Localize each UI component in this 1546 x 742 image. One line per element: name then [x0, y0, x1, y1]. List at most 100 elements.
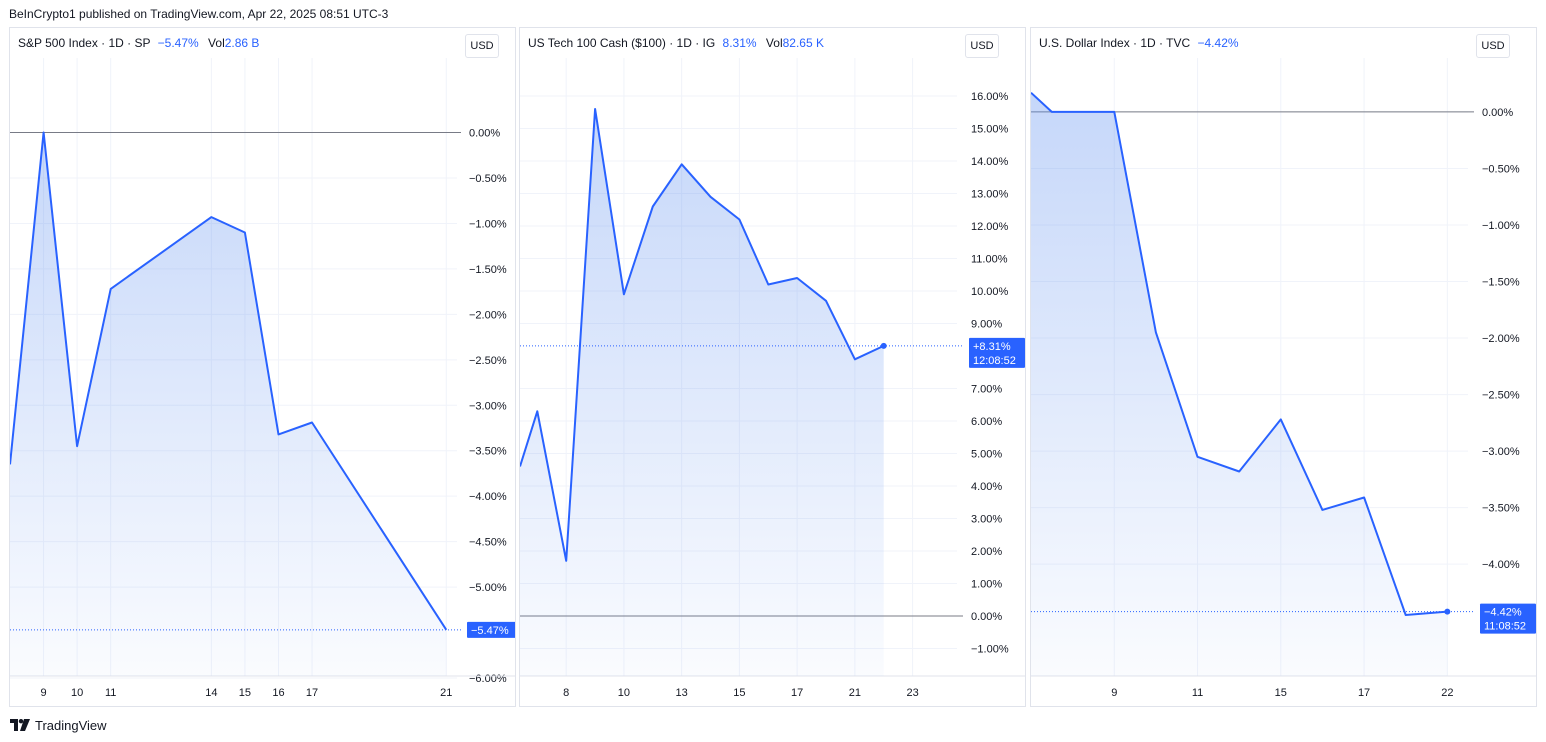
y-tick-label: −3.50%	[1482, 503, 1520, 515]
x-tick-label: 21	[440, 687, 452, 699]
legend-vol-value: 2.86 B	[224, 36, 260, 50]
series-line	[520, 108, 885, 562]
y-tick-label: 1.00%	[971, 579, 1002, 591]
y-tick-label: −3.00%	[469, 400, 507, 412]
x-tick-label: 9	[40, 687, 46, 699]
series-area	[1031, 92, 1448, 676]
series-area	[10, 132, 447, 676]
y-tick-label: −4.00%	[469, 491, 507, 503]
x-tick-label: 22	[1441, 687, 1453, 699]
y-tick-label: 7.00%	[971, 384, 1002, 396]
y-tick-label: −4.00%	[1482, 559, 1520, 571]
last-value-badge	[467, 621, 515, 638]
currency-button[interactable]: USD	[965, 34, 999, 58]
last-value-label: −5.47%	[471, 625, 509, 637]
legend-change: 8.31%	[722, 36, 757, 50]
series-line	[1031, 91, 1448, 616]
y-tick-label: −3.50%	[469, 446, 507, 458]
legend-title: U.S. Dollar Index · 1D · TVC	[1039, 36, 1191, 50]
x-tick-label: 21	[849, 687, 861, 699]
chart-panel-sp500[interactable]: 0.00% −0.50% −1.00% −1.50% −2.00% −2.50% −3.00…	[9, 27, 516, 707]
y-tick-label: −1.50%	[1482, 277, 1520, 289]
x-tick-label: 15	[733, 687, 745, 699]
chart-panel-ustech100[interactable]: 16.00% 15.00% 14.00% 13.00% 12.00% 11.00% 10.0…	[519, 27, 1026, 707]
y-tick-label: 0.00%	[469, 128, 500, 140]
last-value-label: −4.42%	[1484, 607, 1522, 619]
currency-button[interactable]: USD	[1476, 34, 1510, 58]
x-tick-label: 13	[676, 687, 688, 699]
y-tick-label: 14.00%	[971, 156, 1009, 168]
y-tick-label: −2.00%	[469, 309, 507, 321]
x-tick-label: 11	[1192, 687, 1203, 699]
chart-legend: US Tech 100 Cash ($100) · 1D · IG 8.31% …	[528, 36, 824, 50]
y-tick-label: 0.00%	[1482, 107, 1513, 119]
y-tick-label: 11.00%	[971, 254, 1008, 266]
last-value-badge	[1480, 603, 1536, 634]
x-tick-label: 17	[1358, 687, 1370, 699]
legend-title: S&P 500 Index · 1D · SP	[18, 36, 151, 50]
x-tick-label: 16	[272, 687, 284, 699]
y-tick-label: 6.00%	[971, 416, 1002, 428]
legend-change: −4.42%	[1197, 36, 1239, 50]
last-time-label: 11:08:52	[1484, 621, 1526, 633]
y-tick-label: −4.50%	[469, 537, 507, 549]
y-tick-label: −1.00%	[1482, 220, 1520, 232]
last-point-marker	[1444, 608, 1451, 615]
y-tick-label: −1.00%	[971, 644, 1009, 656]
x-tick-label: 15	[1275, 687, 1287, 699]
y-tick-label: 15.00%	[971, 124, 1009, 136]
series-line	[10, 131, 448, 631]
x-tick-label: 10	[71, 687, 83, 699]
series-area	[520, 109, 884, 676]
chart-canvas: 0.00% −0.50% −1.00% −1.50% −2.00% −2.50% −3.00…	[10, 58, 515, 699]
legend-vol-label: Vol	[765, 36, 783, 50]
y-tick-label: 5.00%	[971, 449, 1002, 461]
y-tick-label: −0.50%	[1482, 163, 1520, 175]
x-tick-label: 9	[1111, 687, 1117, 699]
y-tick-label: 10.00%	[971, 286, 1009, 298]
last-value-label: +8.31%	[973, 341, 1011, 353]
chart-panel-dxy[interactable]: 0.00% −0.50% −1.00% −1.50% −2.00% −2.50% −3.00…	[1030, 27, 1537, 707]
y-tick-label: 13.00%	[971, 189, 1009, 201]
y-tick-label: 16.00%	[971, 91, 1009, 103]
y-tick-label: −2.50%	[1482, 390, 1520, 402]
y-tick-label: −6.00%	[469, 673, 507, 685]
currency-button[interactable]: USD	[465, 34, 499, 58]
legend-vol-label: Vol	[208, 36, 225, 50]
x-tick-label: 8	[563, 687, 569, 699]
x-tick-label: 23	[906, 687, 918, 699]
last-value-badge	[969, 337, 1025, 368]
y-tick-label: −0.50%	[469, 173, 507, 185]
y-tick-label: −5.00%	[469, 582, 507, 594]
y-tick-label: 2.00%	[971, 546, 1002, 558]
tradingview-brand: TradingView	[35, 717, 107, 733]
y-tick-label: −1.50%	[469, 264, 507, 276]
x-tick-label: 15	[239, 687, 251, 699]
last-time-label: 12:08:52	[973, 355, 1016, 367]
tradingview-footer[interactable]: TradingView	[10, 716, 107, 734]
publication-header: BeInCrypto1 published on TradingView.com…	[9, 7, 389, 21]
chart-canvas: 16.00% 15.00% 14.00% 13.00% 12.00% 11.00% 10.0…	[520, 58, 1025, 699]
tradingview-logo-icon	[10, 719, 30, 731]
legend-change: −5.47%	[157, 36, 199, 50]
x-tick-label: 11	[105, 687, 116, 699]
x-tick-label: 10	[618, 687, 630, 699]
y-tick-label: 3.00%	[971, 514, 1002, 526]
chart-canvas: 0.00% −0.50% −1.00% −1.50% −2.00% −2.50% −3.00…	[1031, 58, 1536, 699]
chart-legend: U.S. Dollar Index · 1D · TVC −4.42%	[1039, 36, 1239, 50]
y-tick-label: −2.00%	[1482, 333, 1520, 345]
y-tick-label: 12.00%	[971, 221, 1009, 233]
x-tick-label: 14	[205, 687, 217, 699]
legend-vol-value: 82.65 K	[782, 36, 824, 50]
x-tick-label: 17	[306, 687, 318, 699]
y-tick-label: 4.00%	[971, 481, 1002, 493]
y-tick-label: 0.00%	[971, 611, 1002, 623]
x-tick-label: 17	[791, 687, 803, 699]
last-point-marker	[880, 342, 887, 349]
legend-title: US Tech 100 Cash ($100) · 1D · IG	[528, 36, 716, 50]
chart-legend: S&P 500 Index · 1D · SP −5.47% Vol2.86 B	[18, 36, 259, 50]
y-tick-label: −3.00%	[1482, 446, 1520, 458]
y-tick-label: −2.50%	[469, 355, 507, 367]
y-tick-label: −1.00%	[469, 218, 507, 230]
y-tick-label: 9.00%	[971, 319, 1002, 331]
